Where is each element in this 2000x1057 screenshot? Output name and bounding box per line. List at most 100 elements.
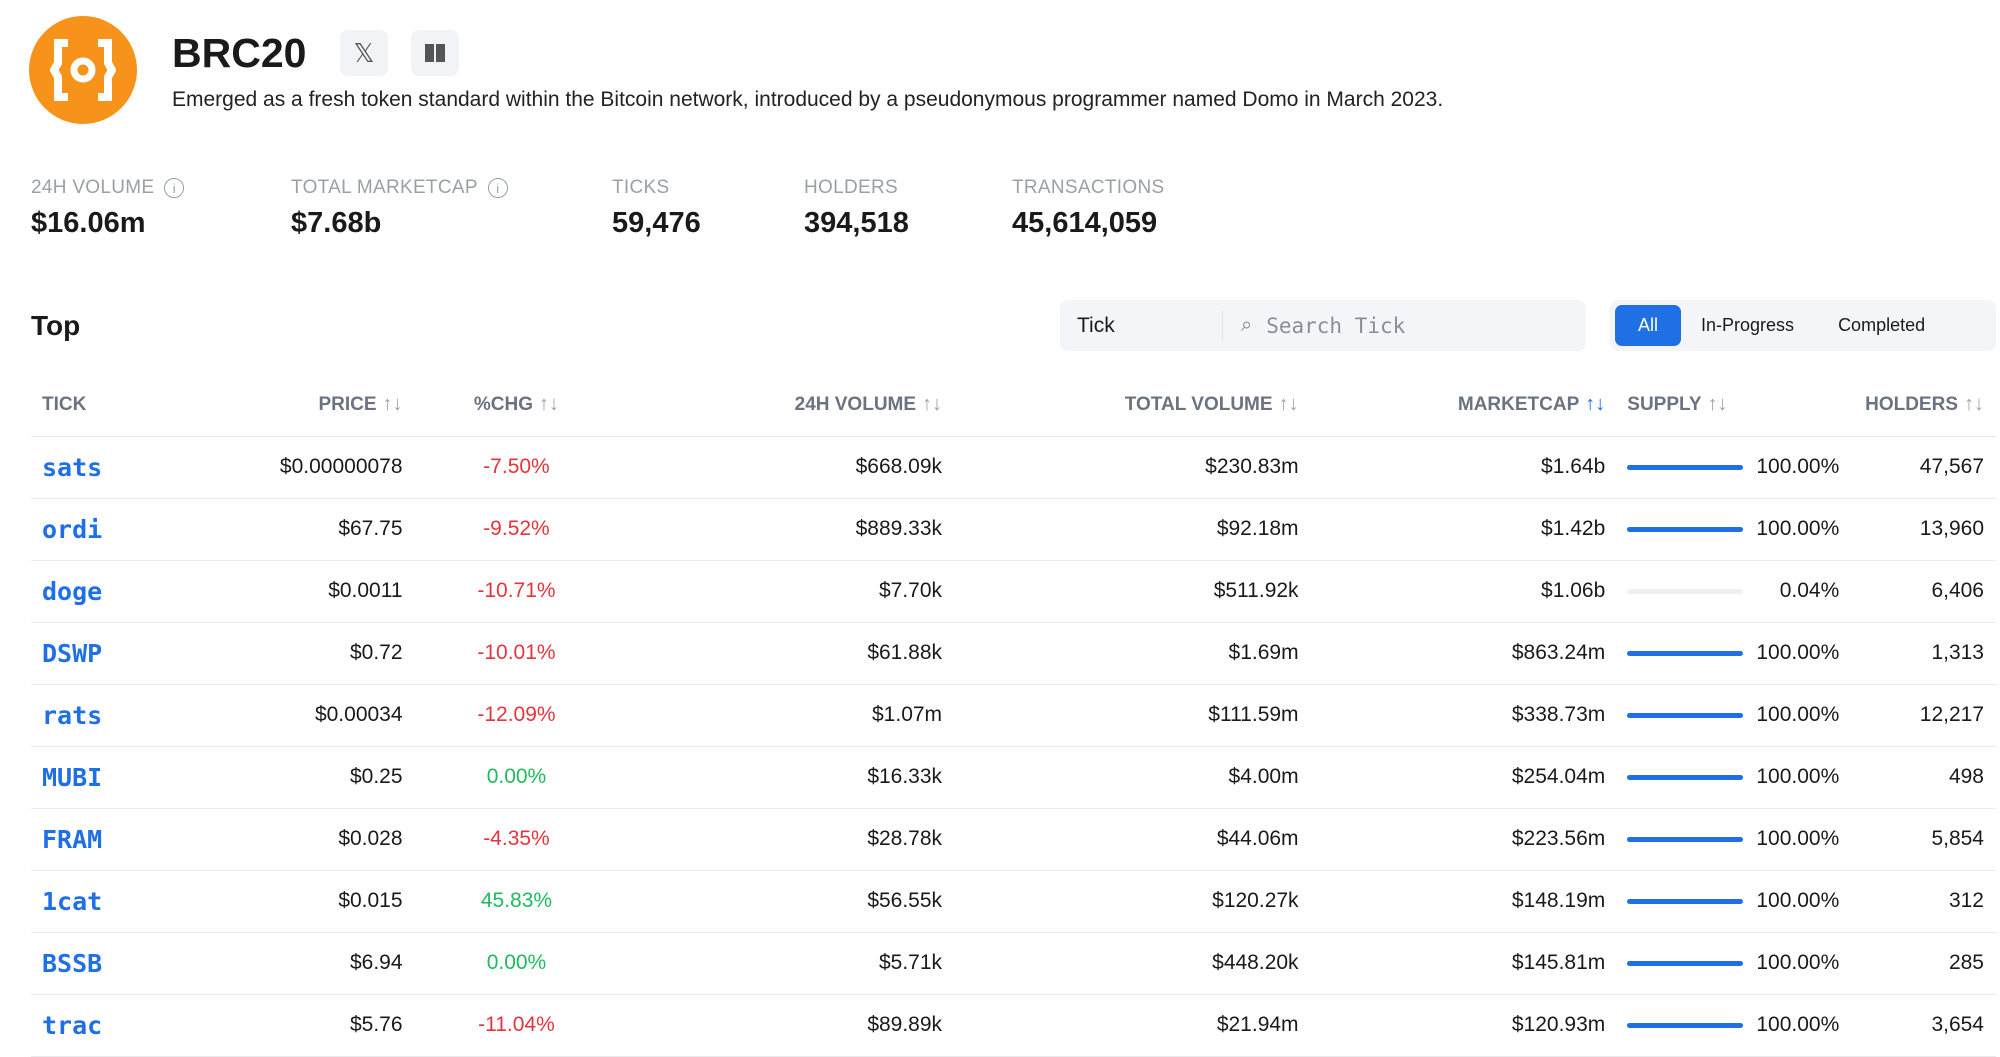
stat-label: 24H VOLUME <box>31 177 155 198</box>
info-icon[interactable]: i <box>487 178 508 198</box>
sort-icon[interactable]: ↑↓ <box>922 393 943 416</box>
supply-percent: 100.00% <box>1756 641 1840 665</box>
filter-in-progress[interactable]: In-Progress <box>1701 315 1795 335</box>
change: -11.04% <box>402 994 631 1057</box>
table-row[interactable]: DSWP $0.72 -10.01% $61.88k $1.69m $863.2… <box>31 622 1996 685</box>
supply-percent: 100.00% <box>1756 517 1840 541</box>
tick-link[interactable]: trac <box>31 994 181 1057</box>
tick-link[interactable]: MUBI <box>31 746 181 809</box>
tick-link[interactable]: rats <box>31 684 181 747</box>
tick-link[interactable]: FRAM <box>31 808 181 871</box>
column-chg[interactable]: %CHG ↑↓ <box>402 374 631 437</box>
table-row[interactable]: ordi $67.75 -9.52% $889.33k $92.18m $1.4… <box>31 498 1996 561</box>
tick-link[interactable]: sats <box>31 436 181 499</box>
marketcap: $863.24m <box>1298 622 1606 685</box>
info-icon[interactable]: i <box>164 178 185 198</box>
volume-24h: $5.71k <box>630 932 943 995</box>
supply: 100.00% <box>1605 684 1866 747</box>
stat-value: 45,614,059 <box>1012 207 1158 239</box>
column-label: SUPPLY <box>1627 394 1702 416</box>
stat-value: 59,476 <box>612 207 701 239</box>
tick-link[interactable]: doge <box>31 560 181 623</box>
supply-progress-bar <box>1627 650 1744 656</box>
table-row[interactable]: doge $0.0011 -10.71% $7.70k $511.92k $1.… <box>31 560 1996 623</box>
change: -10.01% <box>402 622 631 685</box>
search-bar: Tick ⌕ <box>1060 300 1586 351</box>
holders: 1,313 <box>1865 622 1996 685</box>
holders: 47,567 <box>1865 436 1996 499</box>
sort-icon[interactable]: ↑↓ <box>382 393 403 416</box>
tick-link[interactable]: 1cat <box>31 870 181 933</box>
tick-link[interactable]: BSSB <box>31 932 181 995</box>
volume-24h: $668.09k <box>630 436 943 499</box>
search-icon: ⌕ <box>1241 314 1253 336</box>
change: 45.83% <box>402 870 631 933</box>
sort-icon[interactable]: ↑↓ <box>1964 393 1984 416</box>
volume-24h: $16.33k <box>630 746 943 809</box>
sort-icon[interactable]: ↑↓ <box>539 393 560 416</box>
filter-completed[interactable]: Completed <box>1838 315 1926 335</box>
total-volume: $111.59m <box>942 684 1299 747</box>
marketcap: $120.93m <box>1298 994 1606 1057</box>
total-volume: $92.18m <box>942 498 1299 561</box>
price: $0.0011 <box>180 560 403 623</box>
total-volume: $21.94m <box>942 994 1299 1057</box>
table-row[interactable]: BSSB $6.94 0.00% $5.71k $448.20k $145.81… <box>31 932 1996 995</box>
sort-icon[interactable]: ↑↓ <box>1707 393 1728 416</box>
docs-link[interactable] <box>411 30 459 76</box>
column-holders[interactable]: HOLDERS ↑↓ <box>1865 374 1996 437</box>
column-supply[interactable]: SUPPLY ↑↓ <box>1605 374 1866 437</box>
marketcap: $1.64b <box>1298 436 1606 499</box>
sort-icon[interactable]: ↑↓ <box>1278 393 1299 416</box>
total-volume: $448.20k <box>942 932 1299 995</box>
supply: 100.00% <box>1605 498 1866 561</box>
stat-total-marketcap: TOTAL MARKETCAP i $7.68b <box>291 177 508 240</box>
tick-link[interactable]: ordi <box>31 498 181 561</box>
sort-icon[interactable]: ↑↓ <box>1585 393 1606 416</box>
volume-24h: $61.88k <box>630 622 943 685</box>
column-24h-volume[interactable]: 24H VOLUME ↑↓ <box>630 374 943 437</box>
marketcap: $145.81m <box>1298 932 1606 995</box>
x-icon: 𝕏 <box>353 37 375 68</box>
marketcap: $1.42b <box>1298 498 1606 561</box>
supply: 100.00% <box>1605 436 1866 499</box>
search-type-select[interactable]: Tick <box>1060 310 1223 341</box>
tick-link[interactable]: DSWP <box>31 622 181 685</box>
supply-percent: 0.04% <box>1779 579 1840 603</box>
column-price[interactable]: PRICE ↑↓ <box>180 374 403 437</box>
supply: 100.00% <box>1605 808 1866 871</box>
change: -10.71% <box>402 560 631 623</box>
holders: 5,854 <box>1865 808 1996 871</box>
filter-all[interactable]: All <box>1615 305 1682 346</box>
marketcap: $338.73m <box>1298 684 1606 747</box>
table-row[interactable]: 1cat $0.015 45.83% $56.55k $120.27k $148… <box>31 870 1996 933</box>
price: $0.015 <box>180 870 403 933</box>
supply-percent: 100.00% <box>1756 889 1840 913</box>
holders: 12,217 <box>1865 684 1996 747</box>
supply-percent: 100.00% <box>1756 765 1840 789</box>
supply: 100.00% <box>1605 994 1866 1057</box>
table-row[interactable]: MUBI $0.25 0.00% $16.33k $4.00m $254.04m… <box>31 746 1996 809</box>
table-row[interactable]: trac $5.76 -11.04% $89.89k $21.94m $120.… <box>31 994 1996 1057</box>
supply-progress-bar <box>1627 1022 1744 1028</box>
table-row[interactable]: rats $0.00034 -12.09% $1.07m $111.59m $3… <box>31 684 1996 747</box>
table-row[interactable]: FRAM $0.028 -4.35% $28.78k $44.06m $223.… <box>31 808 1996 871</box>
marketcap: $223.56m <box>1298 808 1606 871</box>
holders: 3,654 <box>1865 994 1996 1057</box>
price: $5.76 <box>180 994 403 1057</box>
price: $0.25 <box>180 746 403 809</box>
table-row[interactable]: sats $0.00000078 -7.50% $668.09k $230.83… <box>31 436 1996 499</box>
column-label: HOLDERS <box>1865 394 1958 416</box>
holders: 6,406 <box>1865 560 1996 623</box>
book-icon <box>425 44 445 62</box>
stat-ticks: TICKS 59,476 <box>612 177 701 240</box>
x-twitter-link[interactable]: 𝕏 <box>340 30 388 76</box>
stat-label: TRANSACTIONS <box>1012 177 1165 198</box>
column-total-volume[interactable]: TOTAL VOLUME ↑↓ <box>942 374 1299 437</box>
column-marketcap[interactable]: MARKETCAP ↑↓ <box>1298 374 1606 437</box>
volume-24h: $89.89k <box>630 994 943 1057</box>
price: $0.00034 <box>180 684 403 747</box>
search-input[interactable] <box>1266 313 1567 338</box>
holders: 498 <box>1865 746 1996 809</box>
supply-progress-bar <box>1627 836 1744 842</box>
